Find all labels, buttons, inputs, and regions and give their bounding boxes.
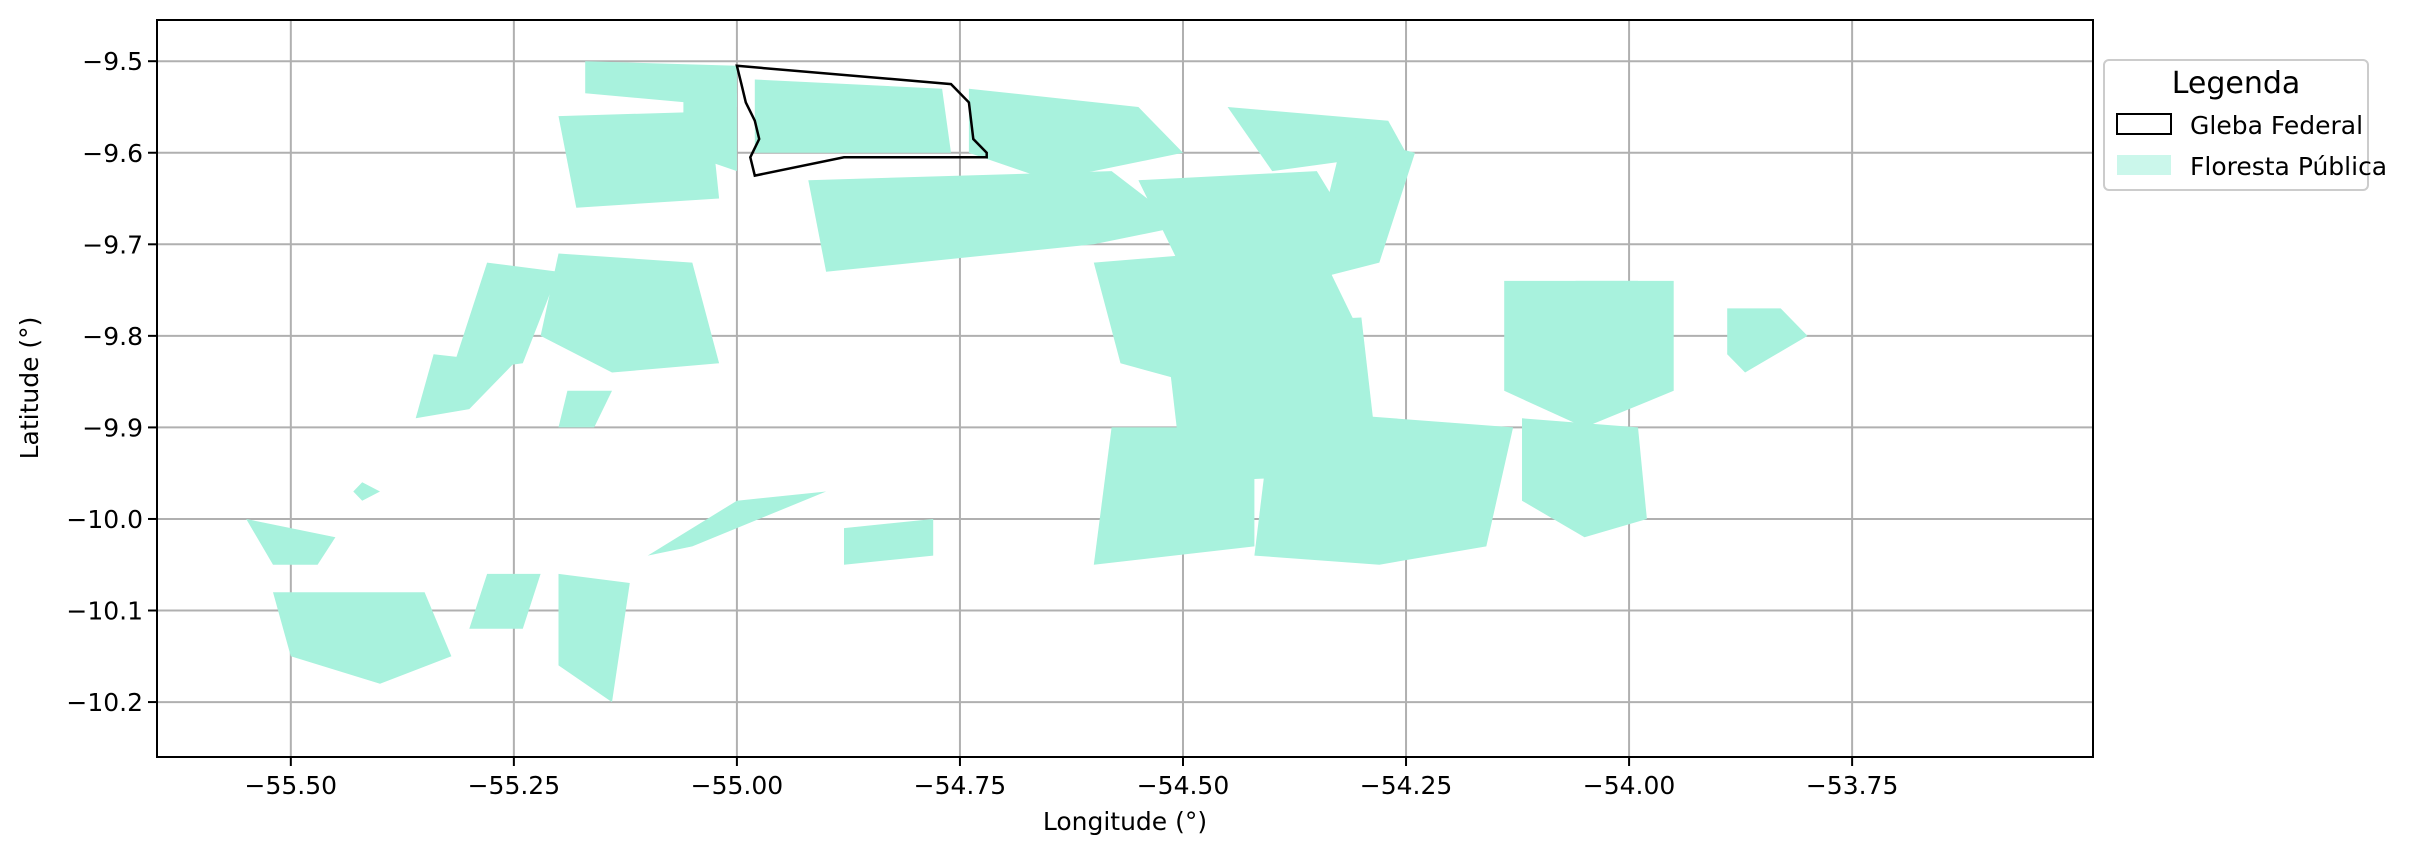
floresta-publica-polygon [647,491,827,556]
floresta-publica-polygon [540,253,720,373]
floresta-publica-polygon [415,354,514,419]
floresta-publica-polygon [844,519,934,565]
floresta-publica-polygon [469,573,541,629]
y-tick-label: −9.7 [82,230,143,259]
x-tick-label: −54.50 [1137,771,1230,800]
legend-label-gleba-federal: Gleba Federal [2190,111,2363,140]
floresta-publica-polygon [558,111,720,208]
floresta-publica-polygon [246,519,336,565]
y-axis-title: Latitude (°) [15,317,44,460]
floresta-publica-polygon [353,482,380,501]
floresta-publica-polygon [1307,134,1415,281]
gleba-federal-outline [735,64,988,178]
y-tick-label: −9.9 [82,413,143,442]
floresta-publica-polygon [754,79,951,153]
x-axis-title: Longitude (°) [1043,807,1207,836]
x-tick-label: −53.75 [1806,771,1899,800]
y-tick-label: −9.6 [82,139,143,168]
legend-swatch-gleba-federal [2116,113,2172,135]
x-tick-label: −54.75 [914,771,1007,800]
floresta-publica-layer [246,61,1808,703]
x-tick-label: −55.00 [691,771,784,800]
x-tick-label: −55.25 [468,771,561,800]
y-tick-label: −10.2 [66,688,143,717]
y-tick-label: −10.1 [66,597,143,626]
plot-frame [156,19,2094,758]
y-axis-ticks: −9.5 −9.6 −9.7 −9.8 −9.9 −10.0 −10.1 −10.2 [66,47,157,717]
floresta-publica-polygon [451,262,559,373]
y-tick-label: −10.0 [66,505,143,534]
floresta-publica-polygon [968,88,1183,181]
floresta-publica-polygon [558,573,630,703]
floresta-publica-polygon [1727,308,1808,373]
x-tick-label: −54.00 [1583,771,1676,800]
y-tick-label: −9.8 [82,322,143,351]
x-axis-ticks: −55.50 −55.25 −55.00 −54.75 −54.50 −54.25 −54.… [245,757,1899,800]
floresta-publica-polygon [1093,427,1255,565]
legend-label-floresta-publica: Floresta Pública [2190,152,2387,181]
floresta-publica-polygon [808,171,1183,272]
x-tick-label: −55.50 [245,771,338,800]
y-tick-label: −9.5 [82,47,143,76]
x-tick-label: −54.25 [1360,771,1453,800]
legend: Legenda Gleba Federal Floresta Pública [2103,59,2387,191]
floresta-publica-polygon [1575,280,1638,355]
legend-title: Legenda [2172,66,2301,101]
floresta-publica-polygon [273,592,452,684]
gleba-federal-layer [735,64,988,178]
floresta-publica-polygon [1254,409,1514,565]
legend-swatch-floresta-publica [2117,155,2171,175]
floresta-publica-polygon [558,390,612,428]
floresta-publica-polygon [1522,418,1647,538]
